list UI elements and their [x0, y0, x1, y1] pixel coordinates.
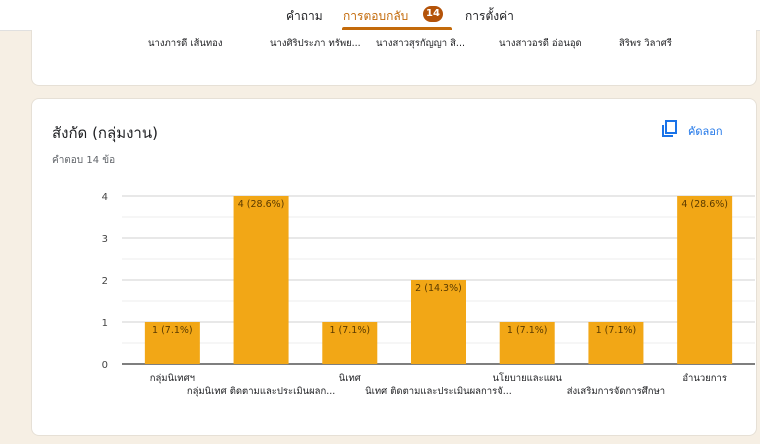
chart-label-name: นางศิริประภา ทรัพย...	[270, 38, 361, 49]
data-label: 2 (14.3%)	[415, 283, 462, 294]
chart-bar	[411, 280, 466, 364]
tab-questions[interactable]: คำถาม	[286, 9, 323, 23]
x-category-label: นิเทศ ติดตามและประเมินผลการจั...	[365, 386, 512, 397]
tab-bar: คำถาม การตอบกลับ 14 การตั้งค่า	[0, 0, 760, 31]
data-label: 1 (7.1%)	[329, 325, 370, 336]
y-tick-label: 4	[102, 192, 108, 203]
copy-label: คัดลอก	[688, 125, 723, 138]
chart-bar	[499, 322, 555, 364]
chart-label-name: สิริพร วิลาศรี	[619, 38, 672, 49]
tab-responses[interactable]: การตอบกลับ	[343, 9, 409, 23]
copy-icon	[662, 120, 677, 137]
previous-question-card: นางภารดี เส้นทอง นางศิริประภา ทรัพย... น…	[31, 30, 757, 86]
x-category-label: กลุ่มนิเทศฯ	[150, 373, 195, 384]
tab-settings[interactable]: การตั้งค่า	[465, 9, 514, 23]
x-category-label: อำนวยการ	[682, 373, 727, 384]
responses-count-badge: 14	[423, 6, 443, 22]
active-tab-indicator	[342, 27, 452, 30]
data-label: 4 (28.6%)	[238, 199, 285, 210]
x-category-label: ส่งเสริมการจัดการศึกษา	[567, 386, 665, 397]
chart-bar	[144, 322, 200, 364]
chart-label-name: นางสาวอรดี อ่อนอุด	[499, 38, 582, 49]
question-title: สังกัด (กลุ่มงาน)	[52, 124, 158, 142]
chart-bar	[233, 196, 289, 364]
response-count: คำตอบ 14 ข้อ	[52, 155, 116, 166]
y-tick-label: 2	[102, 276, 108, 287]
chart-label-name: นางสาวสุรกัญญา สิ...	[376, 38, 465, 49]
chart-bar	[588, 322, 644, 364]
y-tick-label: 1	[102, 318, 108, 329]
y-tick-label: 3	[102, 234, 108, 245]
data-label: 1 (7.1%)	[596, 325, 637, 336]
chart-label-name: นางภารดี เส้นทอง	[148, 38, 223, 49]
x-category-label: นโยบายและแผน	[493, 372, 563, 384]
data-label: 1 (7.1%)	[507, 325, 548, 336]
x-category-label: นิเทศ	[339, 373, 361, 384]
data-label: 1 (7.1%)	[152, 325, 193, 336]
chart-bar	[322, 322, 378, 364]
chart-bar	[677, 196, 733, 364]
y-tick-label: 0	[102, 360, 108, 371]
question-summary-card: สังกัด (กลุ่มงาน) คำตอบ 14 ข้อ คัดลอก	[31, 98, 757, 436]
data-label: 4 (28.6%)	[681, 199, 728, 210]
x-category-label: กลุ่มนิเทศ ติดตามและประเมินผลก...	[187, 386, 335, 397]
